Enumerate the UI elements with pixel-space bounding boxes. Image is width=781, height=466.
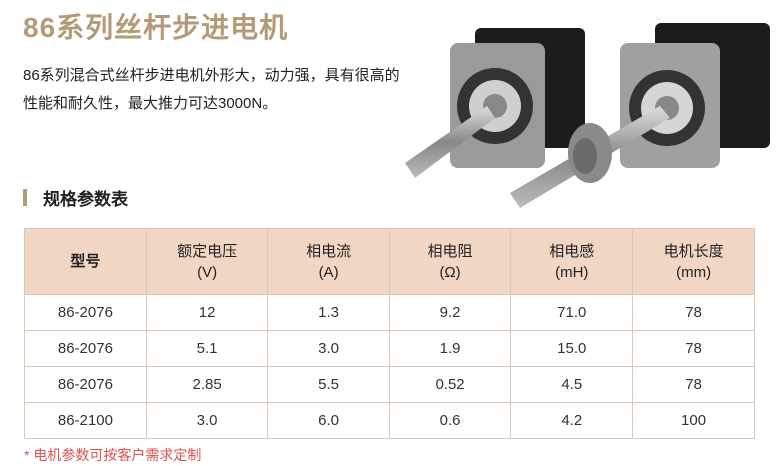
section-heading: 规格参数表 xyxy=(23,185,128,210)
page-title: 86系列丝杆步进电机 xyxy=(23,12,289,43)
table-row: 86-2100 3.0 6.0 0.6 4.2 100 xyxy=(24,402,755,439)
customization-note: * 电机参数可按客户需求定制 xyxy=(24,447,202,463)
col-length: 电机长度 (mm) xyxy=(632,228,755,295)
section-title: 规格参数表 xyxy=(43,190,128,209)
description: 86系列混合式丝杆步进电机外形大，动力强，具有很高的性能和耐久性，最大推力可达3… xyxy=(23,67,400,112)
table-row: 86-2076 5.1 3.0 1.9 15.0 78 xyxy=(24,330,755,367)
spec-table: 型号 额定电压 (V) 相电流 (A) 相电阻 (Ω) 相电感 (mH) 电机长度 (mm… xyxy=(24,228,755,439)
table-row: 86-2076 2.85 5.5 0.52 4.5 78 xyxy=(24,366,755,403)
col-model: 型号 xyxy=(24,228,147,295)
col-inductance: 相电感 (mH) xyxy=(510,228,634,295)
table-row: 86-2076 12 1.3 9.2 71.0 78 xyxy=(24,294,755,331)
col-resistance: 相电阻 (Ω) xyxy=(388,228,512,295)
stepper-motor-image xyxy=(405,23,770,208)
col-voltage: 额定电压 (V) xyxy=(145,228,269,295)
col-current: 相电流 (A) xyxy=(267,228,390,295)
table-header-row: 型号 额定电压 (V) 相电流 (A) 相电阻 (Ω) 相电感 (mH) 电机长度 (mm… xyxy=(24,228,755,295)
